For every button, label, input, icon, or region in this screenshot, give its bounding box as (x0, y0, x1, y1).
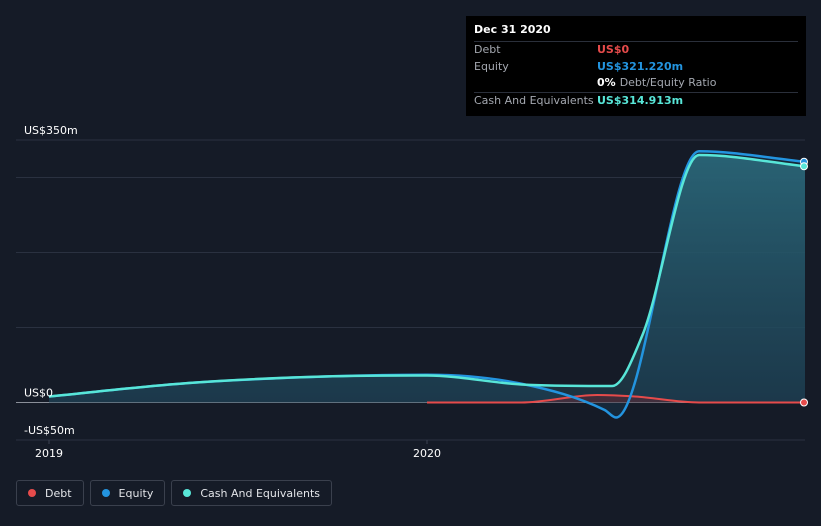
x-tick-label: 2020 (413, 447, 441, 460)
tooltip-label-equity: Equity (474, 59, 509, 73)
legend-dot-equity-icon (101, 489, 110, 497)
point-cash (800, 162, 808, 171)
x-tick-label: 2019 (35, 447, 63, 460)
legend-item-cash[interactable]: Cash And Equivalents (171, 480, 332, 506)
tooltip-row-equity: Equity US$321.220m (474, 59, 798, 76)
tooltip-value-equity: US$321.220m (597, 59, 684, 73)
y-tick-label: US$350m (24, 124, 78, 137)
tooltip-label-cash: Cash And Equivalents (474, 93, 594, 107)
tooltip-ratio-caption: Debt/Equity Ratio (619, 76, 717, 89)
tooltip-row-ratio: 0% Debt/Equity Ratio (474, 75, 798, 92)
legend-dot-debt-icon (28, 489, 36, 497)
tooltip-row-debt: Debt US$0 (474, 41, 798, 59)
area-equity (49, 151, 805, 418)
chart-legend: Debt Equity Cash And Equivalents (16, 480, 332, 506)
tooltip-value-ratio: 0% (597, 76, 616, 89)
tooltip-label-debt: Debt (474, 43, 501, 56)
line-cash (48, 153, 806, 398)
legend-item-equity[interactable]: Equity (89, 480, 166, 506)
tooltip-date: Dec 31 2020 (474, 23, 551, 36)
legend-dot-cash-icon (183, 489, 192, 497)
tooltip-row-cash: Cash And Equivalents US$314.913m (474, 91, 798, 110)
point-debt (800, 398, 808, 407)
tooltip-value-debt: US$0 (597, 43, 630, 56)
legend-label-equity: Equity (118, 486, 154, 500)
area-cash (49, 155, 805, 403)
tooltip-label-ratio (474, 75, 597, 92)
y-tick-label: -US$50m (24, 424, 75, 437)
legend-item-debt[interactable]: Debt (16, 480, 84, 506)
tooltip-panel: Dec 31 2020 Debt US$0 Equity US$321.220m… (466, 16, 806, 116)
legend-label-debt: Debt (45, 486, 72, 500)
line-debt (427, 393, 805, 404)
area-debt (427, 395, 805, 403)
y-tick-label: US$0 (24, 387, 53, 400)
tooltip-value-cash: US$314.913m (597, 93, 684, 107)
legend-label-cash: Cash And Equivalents (200, 486, 320, 500)
